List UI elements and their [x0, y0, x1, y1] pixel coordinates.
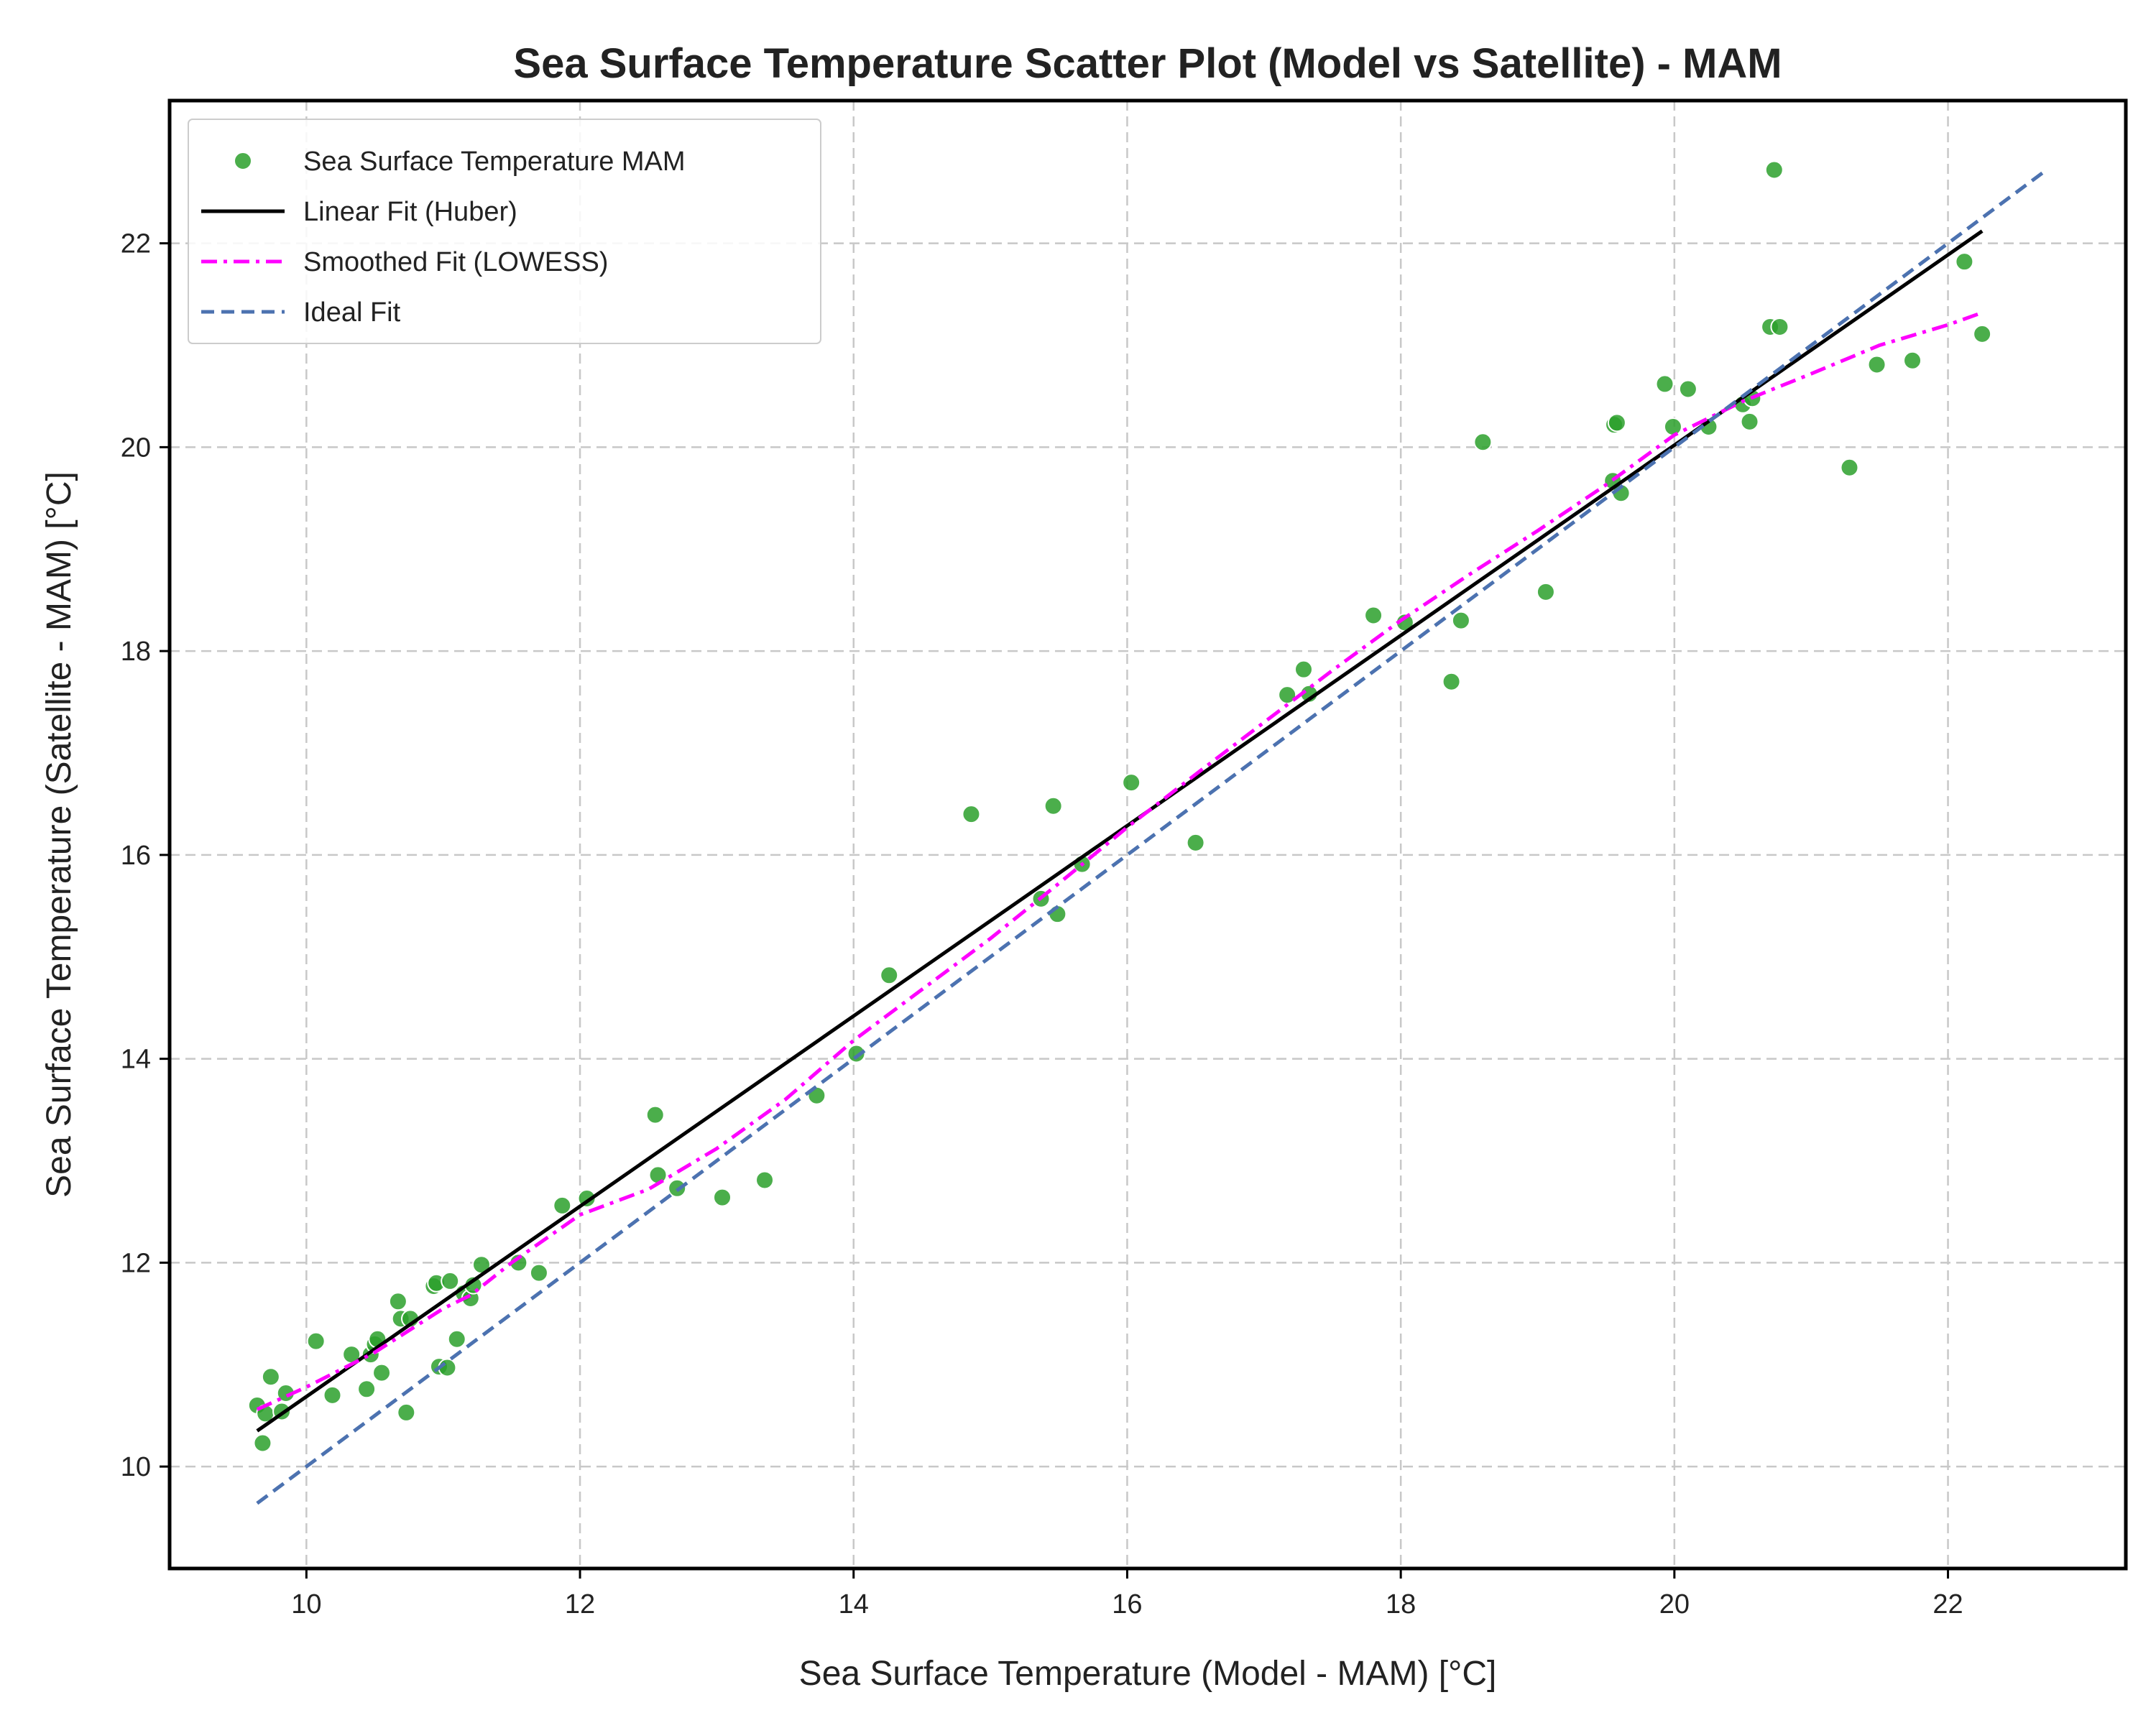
data-point [755, 1170, 775, 1190]
y-tick-label: 20 [121, 433, 151, 463]
y-tick-label: 10 [121, 1452, 151, 1482]
data-point [357, 1380, 377, 1399]
data-point [388, 1292, 407, 1311]
data-point [1770, 317, 1789, 336]
legend-items: Sea Surface Temperature MAM Linear Fit (H… [201, 147, 686, 328]
data-point [1536, 582, 1555, 601]
data-point [372, 1363, 392, 1382]
data-point [529, 1263, 548, 1283]
data-point [261, 1367, 280, 1387]
x-tick-label: 22 [1932, 1589, 1963, 1620]
y-axis-label: Sea Surface Temperature (Satellite - MAM… [40, 471, 78, 1198]
grid [170, 101, 2126, 1568]
data-point [1840, 458, 1859, 477]
data-point [1294, 660, 1313, 679]
data-point [1903, 351, 1922, 370]
data-point [1764, 160, 1784, 180]
legend-label: Linear Fit (Huber) [303, 197, 517, 227]
y-tick-label: 16 [121, 841, 151, 871]
series-layer [247, 160, 2049, 1505]
data-point [1122, 773, 1141, 793]
data-point [306, 1331, 326, 1351]
data-point [648, 1165, 668, 1185]
data-point [447, 1329, 466, 1349]
data-point [1364, 606, 1383, 625]
data-point [1740, 412, 1759, 431]
y-tick-label: 18 [121, 637, 151, 667]
data-point [253, 1433, 272, 1453]
data-point [1186, 833, 1205, 852]
ticks: 10 12 14 16 18 20 22 10 12 14 16 18 20 22 [121, 229, 1963, 1620]
data-point [1442, 672, 1461, 691]
plot-frame [167, 98, 2128, 1571]
data-point [1451, 611, 1470, 630]
data-point [1678, 379, 1697, 399]
data-point [1973, 324, 1992, 343]
data-point [1955, 252, 1974, 272]
data-point [1663, 417, 1682, 436]
data-point [1655, 374, 1674, 394]
data-point [847, 1044, 866, 1063]
series-line [256, 310, 1983, 1411]
legend-label: Smoothed Fit (LOWESS) [303, 247, 608, 277]
legend-label: Ideal Fit [303, 297, 401, 328]
data-point [962, 805, 981, 824]
data-point [1044, 796, 1063, 816]
data-point [1607, 413, 1626, 433]
data-point [1278, 685, 1297, 705]
chart-title: Sea Surface Temperature Scatter Plot (Mo… [513, 40, 1782, 87]
data-point [1473, 433, 1493, 452]
data-point [397, 1403, 416, 1422]
x-tick-label: 10 [291, 1589, 321, 1620]
y-tick-label: 22 [121, 229, 151, 259]
x-tick-label: 20 [1659, 1589, 1690, 1620]
data-point [713, 1188, 732, 1207]
x-tick-label: 14 [839, 1589, 869, 1620]
series-line [256, 167, 2049, 1505]
y-tick-label: 12 [121, 1248, 151, 1278]
data-point [323, 1385, 342, 1405]
legend-box [188, 119, 821, 344]
legend-marker [234, 152, 252, 170]
legend: Sea Surface Temperature MAM Linear Fit (H… [188, 119, 821, 344]
data-point [1867, 355, 1886, 374]
data-point [880, 966, 899, 985]
data-point [441, 1271, 460, 1290]
legend-label: Sea Surface Temperature MAM [303, 147, 686, 177]
y-tick-label: 14 [121, 1045, 151, 1075]
x-tick-label: 16 [1112, 1589, 1142, 1620]
x-axis-label: Sea Surface Temperature (Model - MAM) [°… [799, 1655, 1497, 1693]
data-point [645, 1105, 665, 1124]
x-tick-label: 12 [565, 1589, 595, 1620]
data-point [553, 1196, 572, 1215]
x-tick-label: 18 [1386, 1589, 1416, 1620]
